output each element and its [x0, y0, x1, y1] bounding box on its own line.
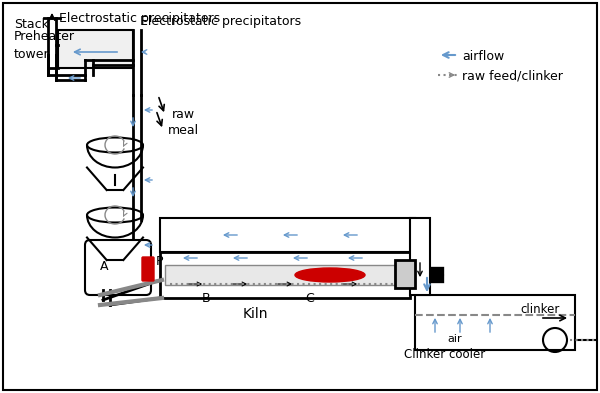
Text: B: B — [202, 292, 211, 305]
FancyBboxPatch shape — [3, 3, 597, 390]
FancyBboxPatch shape — [58, 30, 133, 68]
Text: Electrostatic precipitators: Electrostatic precipitators — [140, 15, 301, 29]
Text: Clinker cooler: Clinker cooler — [404, 348, 485, 361]
FancyBboxPatch shape — [142, 257, 154, 281]
FancyBboxPatch shape — [165, 265, 395, 285]
Text: Stack: Stack — [14, 18, 49, 31]
FancyBboxPatch shape — [160, 252, 410, 298]
Text: airflow: airflow — [462, 50, 504, 62]
FancyBboxPatch shape — [85, 240, 151, 295]
Text: clinker: clinker — [520, 303, 559, 316]
FancyBboxPatch shape — [395, 260, 415, 288]
Text: A: A — [100, 260, 109, 273]
Text: C: C — [305, 292, 314, 305]
Text: Preheater
tower: Preheater tower — [14, 30, 75, 61]
Text: Electrostatic precipitators: Electrostatic precipitators — [59, 12, 221, 25]
FancyBboxPatch shape — [410, 218, 430, 295]
Text: Kiln: Kiln — [242, 307, 268, 321]
FancyBboxPatch shape — [415, 295, 575, 350]
Text: P: P — [156, 255, 163, 268]
Text: raw
meal: raw meal — [167, 108, 199, 137]
Text: air: air — [448, 334, 463, 344]
Text: raw feed/clinker: raw feed/clinker — [462, 70, 563, 83]
FancyBboxPatch shape — [160, 218, 415, 252]
Ellipse shape — [295, 268, 365, 282]
